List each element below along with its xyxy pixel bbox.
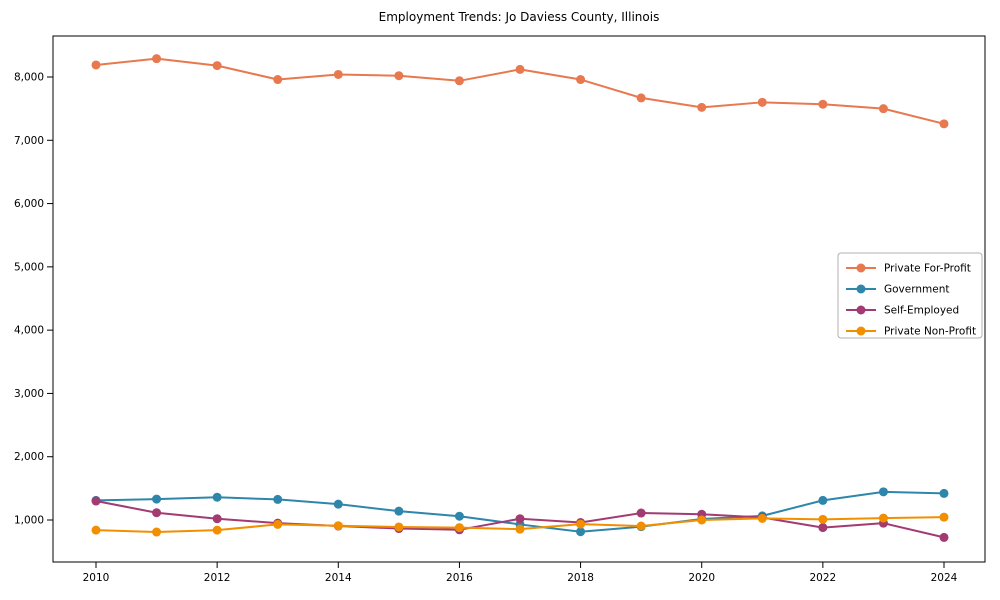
data-point: [878, 513, 888, 523]
data-point: [273, 75, 283, 85]
data-point: [212, 514, 222, 524]
legend-item-private-for-profit: Private For-Profit: [846, 263, 971, 275]
data-point: [333, 69, 343, 79]
data-point: [818, 514, 828, 524]
data-point: [757, 513, 767, 523]
data-point: [818, 99, 828, 109]
legend: Private For-Profit Government Self-Employe…: [837, 252, 983, 339]
data-point: [454, 523, 464, 533]
x-tick-label: 2014: [325, 572, 352, 584]
data-point: [697, 515, 707, 525]
x-tick-label: 2012: [204, 572, 231, 584]
data-point: [394, 71, 404, 81]
data-point: [636, 508, 646, 518]
y-tick-label: 8,000: [14, 72, 44, 84]
data-point: [939, 512, 949, 522]
data-point: [939, 119, 949, 129]
y-tick-label: 3,000: [14, 388, 44, 400]
legend-item-private-non-profit: Private Non-Profit: [846, 326, 976, 338]
data-point: [152, 527, 162, 537]
y-tick-label: 4,000: [14, 325, 44, 337]
y-tick-label: 6,000: [14, 198, 44, 210]
data-point: [152, 54, 162, 64]
y-tick-label: 5,000: [14, 261, 44, 273]
data-point: [636, 521, 646, 531]
data-point: [697, 102, 707, 112]
x-tick-label: 2022: [809, 572, 836, 584]
legend-label: Private For-Profit: [884, 263, 971, 275]
data-point: [939, 532, 949, 542]
data-point: [91, 496, 101, 506]
data-point: [878, 104, 888, 114]
legend-item-government: Government: [846, 284, 949, 296]
legend-marker: [856, 263, 866, 273]
data-point: [273, 519, 283, 529]
data-point: [212, 492, 222, 502]
data-point: [152, 508, 162, 518]
y-tick-label: 7,000: [14, 135, 44, 147]
data-point: [212, 525, 222, 535]
legend-marker: [856, 305, 866, 315]
legend-marker: [856, 326, 866, 336]
data-point: [515, 514, 525, 524]
legend-label: Government: [884, 284, 949, 296]
x-tick-label: 2010: [83, 572, 110, 584]
data-point: [91, 525, 101, 535]
legend-item-self-employed: Self-Employed: [846, 305, 959, 317]
data-point: [394, 522, 404, 532]
data-point: [757, 97, 767, 107]
chart-title: Employment Trends: Jo Daviess County, Il…: [378, 10, 660, 24]
y-tick-label: 1,000: [14, 515, 44, 527]
x-tick-label: 2018: [567, 572, 594, 584]
data-point: [333, 499, 343, 509]
data-point: [152, 494, 162, 504]
legend-marker: [856, 284, 866, 294]
data-point: [454, 76, 464, 86]
x-tick-label: 2024: [931, 572, 958, 584]
data-point: [818, 523, 828, 533]
data-point: [515, 64, 525, 74]
data-point: [394, 506, 404, 516]
data-point: [273, 494, 283, 504]
data-point: [333, 521, 343, 531]
data-point: [212, 61, 222, 71]
data-point: [454, 511, 464, 521]
data-point: [878, 487, 888, 497]
series-private-non-profit: [91, 512, 949, 537]
legend-box: [837, 252, 983, 339]
data-point: [91, 60, 101, 70]
data-point: [576, 527, 586, 537]
legend-label: Private Non-Profit: [884, 326, 976, 338]
plot-frame: [52, 35, 986, 563]
data-point: [939, 488, 949, 498]
y-tick-label: 2,000: [14, 451, 44, 463]
series-private-for-profit: [91, 54, 949, 129]
data-point: [576, 75, 586, 85]
data-point: [576, 519, 586, 529]
data-point: [515, 524, 525, 534]
x-tick-label: 2020: [688, 572, 715, 584]
data-point: [636, 93, 646, 103]
legend-label: Self-Employed: [884, 305, 959, 317]
x-tick-label: 2016: [446, 572, 473, 584]
data-point: [818, 495, 828, 505]
